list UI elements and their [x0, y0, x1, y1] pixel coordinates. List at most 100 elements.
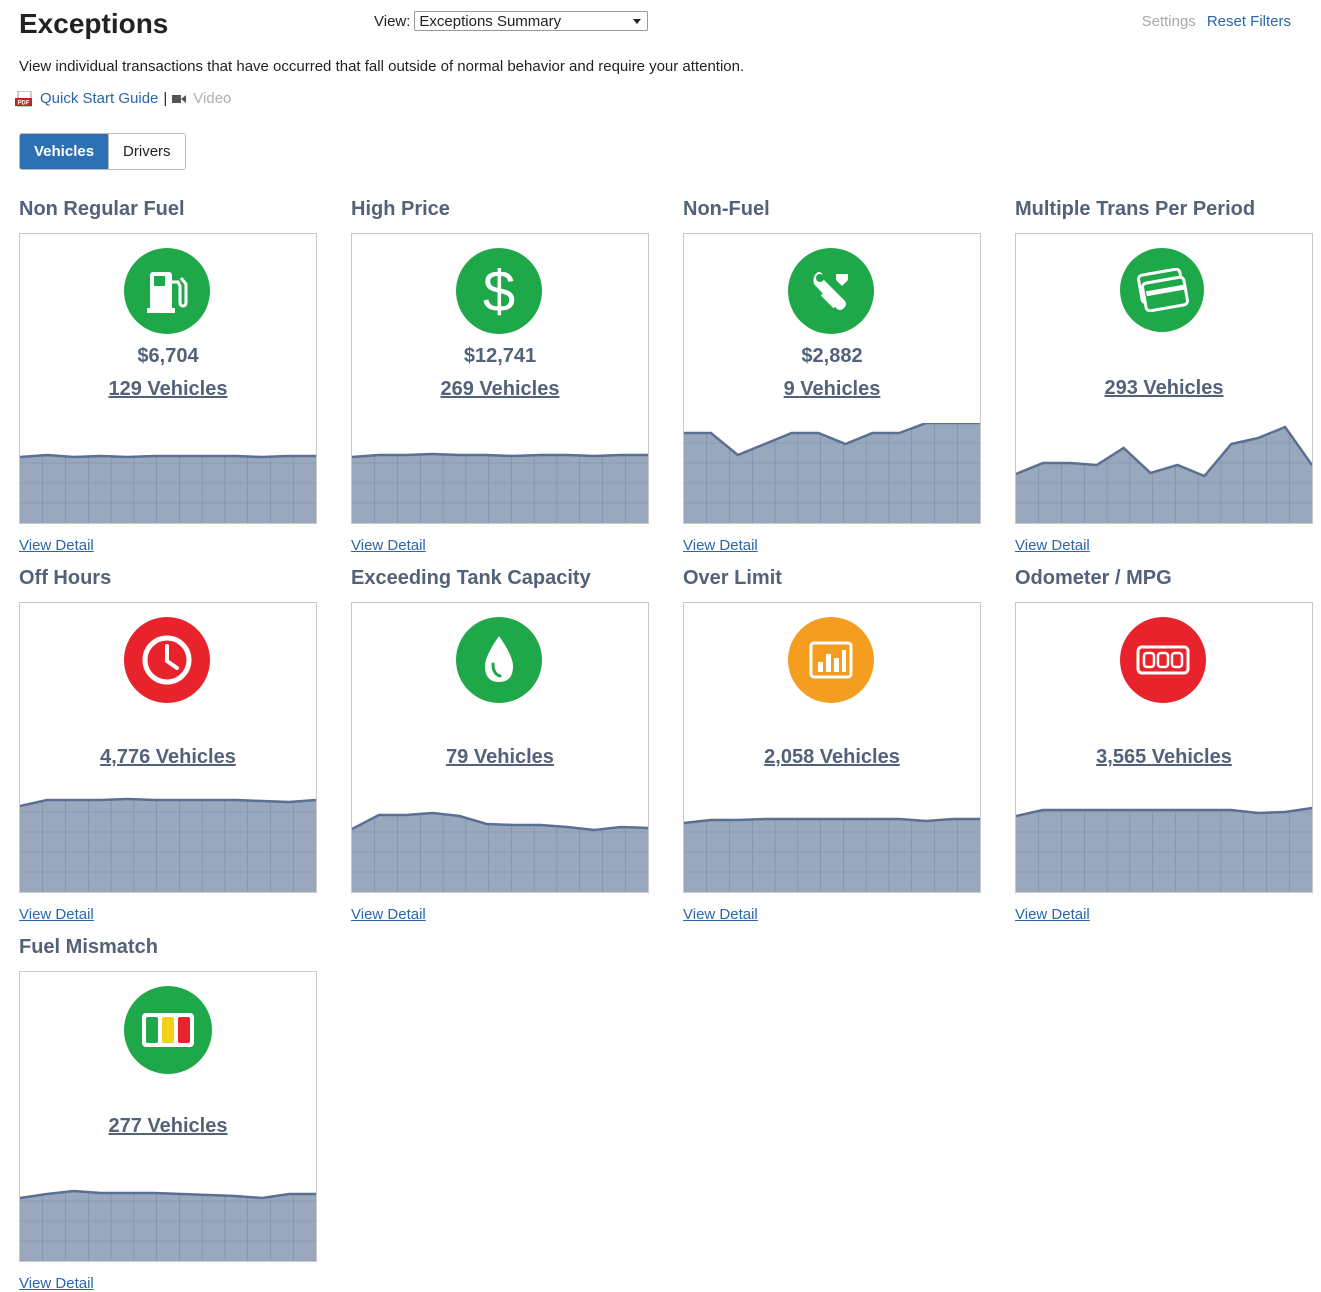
view-detail-link[interactable]: View Detail: [1015, 537, 1090, 554]
card-title: Multiple Trans Per Period: [1015, 198, 1256, 220]
link-separator: |: [163, 90, 168, 107]
view-detail-link[interactable]: View Detail: [19, 1275, 94, 1292]
settings-link[interactable]: Settings: [1141, 13, 1196, 30]
trend-line: [684, 423, 980, 457]
trend-chart: [352, 792, 648, 892]
trend-chart: [1016, 792, 1312, 892]
trend-chart: [20, 792, 316, 892]
view-detail-link[interactable]: View Detail: [683, 906, 758, 923]
exception-card: High Price $ $12,741 269 Vehicles View D…: [351, 198, 649, 554]
reset-filters-link[interactable]: Reset Filters: [1206, 13, 1291, 30]
vehicle-count-link[interactable]: 79 Vehicles: [446, 746, 554, 768]
card-title: Non Regular Fuel: [19, 198, 185, 220]
vehicle-count-link[interactable]: 129 Vehicles: [108, 378, 228, 400]
svg-text:PDF: PDF: [18, 100, 30, 106]
trend-area: [684, 819, 980, 892]
view-dropdown-value: Exceptions Summary: [419, 12, 562, 30]
exception-amount: $6,704: [137, 345, 199, 367]
exception-amount: $12,741: [463, 345, 537, 367]
trend-area: [20, 455, 316, 523]
vehicle-count-link[interactable]: 277 Vehicles: [108, 1115, 228, 1137]
clock-icon: [124, 617, 210, 703]
video-link[interactable]: Video: [193, 90, 232, 107]
card-panel: 4,776 Vehicles: [19, 602, 317, 893]
exception-card: Over Limit 2,058 Vehicles View Detail: [683, 567, 981, 923]
view-detail-link[interactable]: View Detail: [19, 906, 94, 923]
trend-line: [352, 811, 648, 832]
chevron-down-icon: [633, 18, 642, 24]
wrench-icon: [788, 248, 874, 334]
trend-line: [20, 1189, 316, 1200]
trend-area: [1016, 808, 1312, 892]
trend-area: [20, 799, 316, 892]
vehicle-count-link[interactable]: 3,565 Vehicles: [1096, 746, 1232, 768]
dollar-icon: $: [456, 248, 542, 334]
card-title: Exceeding Tank Capacity: [351, 567, 591, 589]
view-dropdown[interactable]: Exceptions Summary: [414, 11, 649, 31]
trend-line: [1016, 806, 1312, 818]
exception-card: Odometer / MPG 3,565 Vehicles View Detai…: [1015, 567, 1313, 923]
tab-drivers[interactable]: Drivers: [108, 134, 185, 169]
exception-card: Off Hours 4,776 Vehicles View Detail: [19, 567, 317, 923]
card-title: High Price: [351, 198, 450, 220]
view-detail-link[interactable]: View Detail: [351, 906, 426, 923]
exception-card: Exceeding Tank Capacity 79 Vehicles View…: [351, 567, 649, 923]
trend-mask: [352, 423, 648, 457]
trend-chart: [20, 423, 316, 523]
exception-card: Non Regular Fuel $6,704 129 Vehicles Vie…: [19, 198, 317, 554]
trend-line: [684, 817, 980, 825]
card-panel: 79 Vehicles: [351, 602, 649, 893]
card-panel: 3,565 Vehicles: [1015, 602, 1313, 893]
credit-card-icon: [1120, 248, 1204, 332]
odometer-icon: [1120, 617, 1206, 703]
exception-card: Non-Fuel $2,882 9 Vehicles View Detail: [683, 198, 981, 554]
top-links: Settings Reset Filters: [1142, 13, 1291, 30]
card-title: Odometer / MPG: [1015, 567, 1172, 589]
card-panel: 277 Vehicles: [19, 971, 317, 1262]
exception-card: Fuel Mismatch 277 Vehicles View Detail: [19, 936, 317, 1292]
trend-chart: [1016, 423, 1312, 523]
vehicle-count-link[interactable]: 9 Vehicles: [783, 378, 881, 400]
trend-chart: [352, 423, 648, 523]
view-detail-link[interactable]: View Detail: [1015, 906, 1090, 923]
pdf-icon: PDF: [15, 90, 35, 107]
view-detail-link[interactable]: View Detail: [19, 537, 94, 554]
card-title: Non-Fuel: [683, 198, 770, 220]
view-label: View:: [374, 12, 411, 30]
view-detail-link[interactable]: View Detail: [683, 537, 758, 554]
vehicle-count-link[interactable]: 4,776 Vehicles: [100, 746, 236, 768]
card-panel: 293 Vehicles: [1015, 233, 1313, 524]
view-detail-link[interactable]: View Detail: [351, 537, 426, 554]
bar-chart-icon: [788, 617, 874, 703]
page-description: View individual transactions that have o…: [19, 58, 745, 75]
exception-amount: $2,882: [801, 345, 863, 367]
svg-text:$: $: [483, 261, 515, 321]
trend-mask: [684, 792, 980, 823]
exception-card: Multiple Trans Per Period 293 Vehicles V…: [1015, 198, 1313, 554]
trend-mask: [1016, 423, 1312, 476]
card-panel: $2,882 9 Vehicles: [683, 233, 981, 524]
fuel-pump-icon: [124, 248, 210, 334]
trend-area: [20, 1191, 316, 1261]
trend-chart: [684, 423, 980, 523]
page-title: Exceptions: [19, 8, 169, 39]
fuel-grade-icon: [124, 986, 212, 1074]
trend-chart: [20, 1161, 316, 1261]
card-title: Fuel Mismatch: [19, 936, 158, 958]
trend-area: [352, 454, 648, 523]
trend-mask: [20, 423, 316, 457]
vehicle-count-link[interactable]: 269 Vehicles: [440, 378, 560, 400]
quick-start-guide-link[interactable]: Quick Start Guide: [40, 90, 159, 107]
card-panel: 2,058 Vehicles: [683, 602, 981, 893]
tab-vehicles[interactable]: Vehicles: [20, 134, 109, 169]
trend-line: [20, 797, 316, 808]
vehicle-count-link[interactable]: 2,058 Vehicles: [764, 746, 900, 768]
trend-line: [1016, 425, 1312, 478]
help-links: PDF Quick Start Guide | Video: [15, 90, 231, 107]
trend-mask: [20, 1161, 316, 1198]
card-title: Off Hours: [19, 567, 112, 589]
trend-line: [352, 452, 648, 459]
card-panel: $6,704 129 Vehicles: [19, 233, 317, 524]
vehicle-count-link[interactable]: 293 Vehicles: [1104, 377, 1224, 399]
trend-line: [20, 453, 316, 459]
